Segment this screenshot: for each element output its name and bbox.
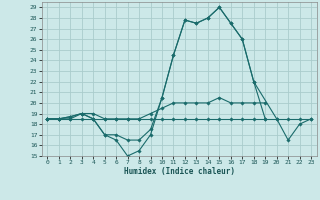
X-axis label: Humidex (Indice chaleur): Humidex (Indice chaleur) <box>124 167 235 176</box>
